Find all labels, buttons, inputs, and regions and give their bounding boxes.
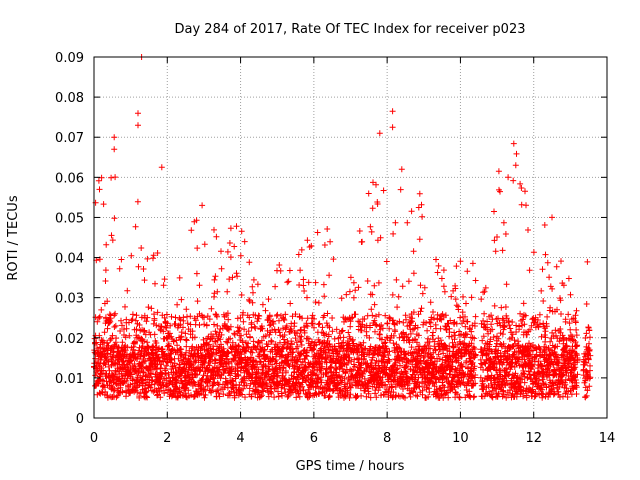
x-tick-label: 2 bbox=[163, 431, 171, 446]
x-tick-label: 4 bbox=[236, 431, 244, 446]
x-tick-label: 6 bbox=[310, 431, 318, 446]
x-tick-label: 10 bbox=[452, 431, 469, 446]
x-tick-label: 8 bbox=[383, 431, 391, 446]
y-tick-label: 0.03 bbox=[55, 292, 84, 307]
y-tick-label: 0 bbox=[76, 412, 84, 427]
y-tick-label: 0.01 bbox=[55, 372, 84, 387]
x-tick-label: 12 bbox=[525, 431, 542, 446]
y-tick-label: 0.09 bbox=[55, 51, 84, 66]
plot-frame bbox=[93, 56, 608, 419]
y-tick-label: 0.05 bbox=[55, 211, 84, 226]
data-points bbox=[91, 54, 594, 401]
y-axis-label: ROTI / TECUs bbox=[6, 195, 21, 280]
y-tick-label: 0.07 bbox=[55, 131, 84, 146]
y-tick-label: 0.02 bbox=[55, 332, 84, 347]
y-tick-label: 0.06 bbox=[55, 171, 84, 186]
y-tick-label: 0.08 bbox=[55, 91, 84, 106]
x-axis-label: GPS time / hours bbox=[296, 459, 405, 474]
roti-points bbox=[91, 54, 594, 401]
axis-ticks: 0 2 4 6 8 10 12 14 0 0.01 0.02 0.03 0.04 0.05 0.06 0.07… bbox=[55, 51, 615, 446]
chart-title: Day 284 of 2017, Rate Of TEC Index for r… bbox=[175, 22, 526, 37]
y-tick-label: 0.04 bbox=[55, 252, 84, 267]
x-tick-label: 14 bbox=[599, 431, 616, 446]
x-tick-label: 0 bbox=[90, 431, 98, 446]
